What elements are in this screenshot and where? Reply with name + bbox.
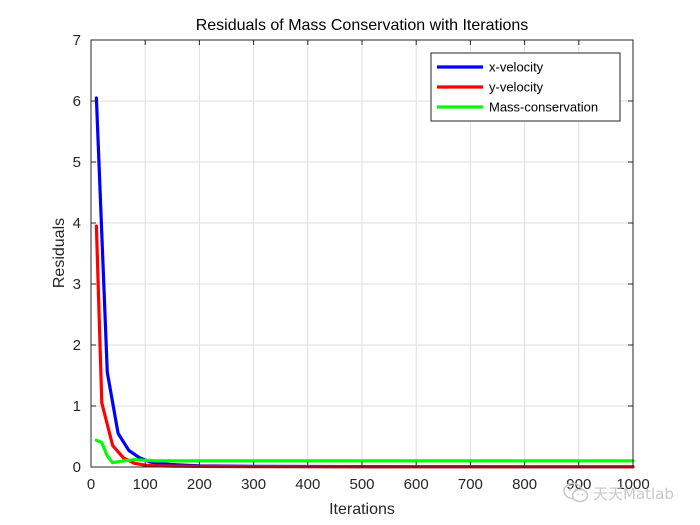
y-tick-label: 0 — [73, 459, 81, 476]
y-tick-label: 7 — [73, 32, 81, 49]
x-tick-label: 500 — [349, 476, 374, 493]
y-axis-title: Residuals — [51, 218, 68, 288]
x-tick-label: 1000 — [616, 476, 649, 493]
x-tick-label: 400 — [295, 476, 320, 493]
y-tick-label: 2 — [73, 337, 81, 354]
legend-label: y-velocity — [489, 80, 544, 95]
x-tick-label: 0 — [87, 476, 95, 493]
chart-title: Residuals of Mass Conservation with Iter… — [196, 17, 529, 34]
legend-label: x-velocity — [489, 60, 544, 75]
y-tick-label: 1 — [73, 398, 81, 415]
x-tick-label: 100 — [133, 476, 158, 493]
x-tick-label: 600 — [404, 476, 429, 493]
watermark-text: 天天Matlab — [593, 484, 674, 503]
y-tick-label: 4 — [73, 215, 81, 232]
x-tick-label: 800 — [512, 476, 537, 493]
series-line-mass-conservation — [94, 438, 635, 465]
x-tick-label: 300 — [241, 476, 266, 493]
y-tick-label: 5 — [73, 154, 81, 171]
legend-label: Mass-conservation — [489, 100, 598, 115]
wechat-icon — [563, 482, 589, 503]
y-tick-label: 6 — [73, 93, 81, 110]
x-axis-title: Iterations — [329, 501, 395, 518]
y-tick-label: 3 — [73, 276, 81, 293]
x-tick-label: 200 — [187, 476, 212, 493]
legend: x-velocity y-velocity Mass-conservation — [430, 52, 621, 122]
watermark: 天天Matlab — [563, 480, 674, 506]
x-tick-label: 700 — [458, 476, 483, 493]
